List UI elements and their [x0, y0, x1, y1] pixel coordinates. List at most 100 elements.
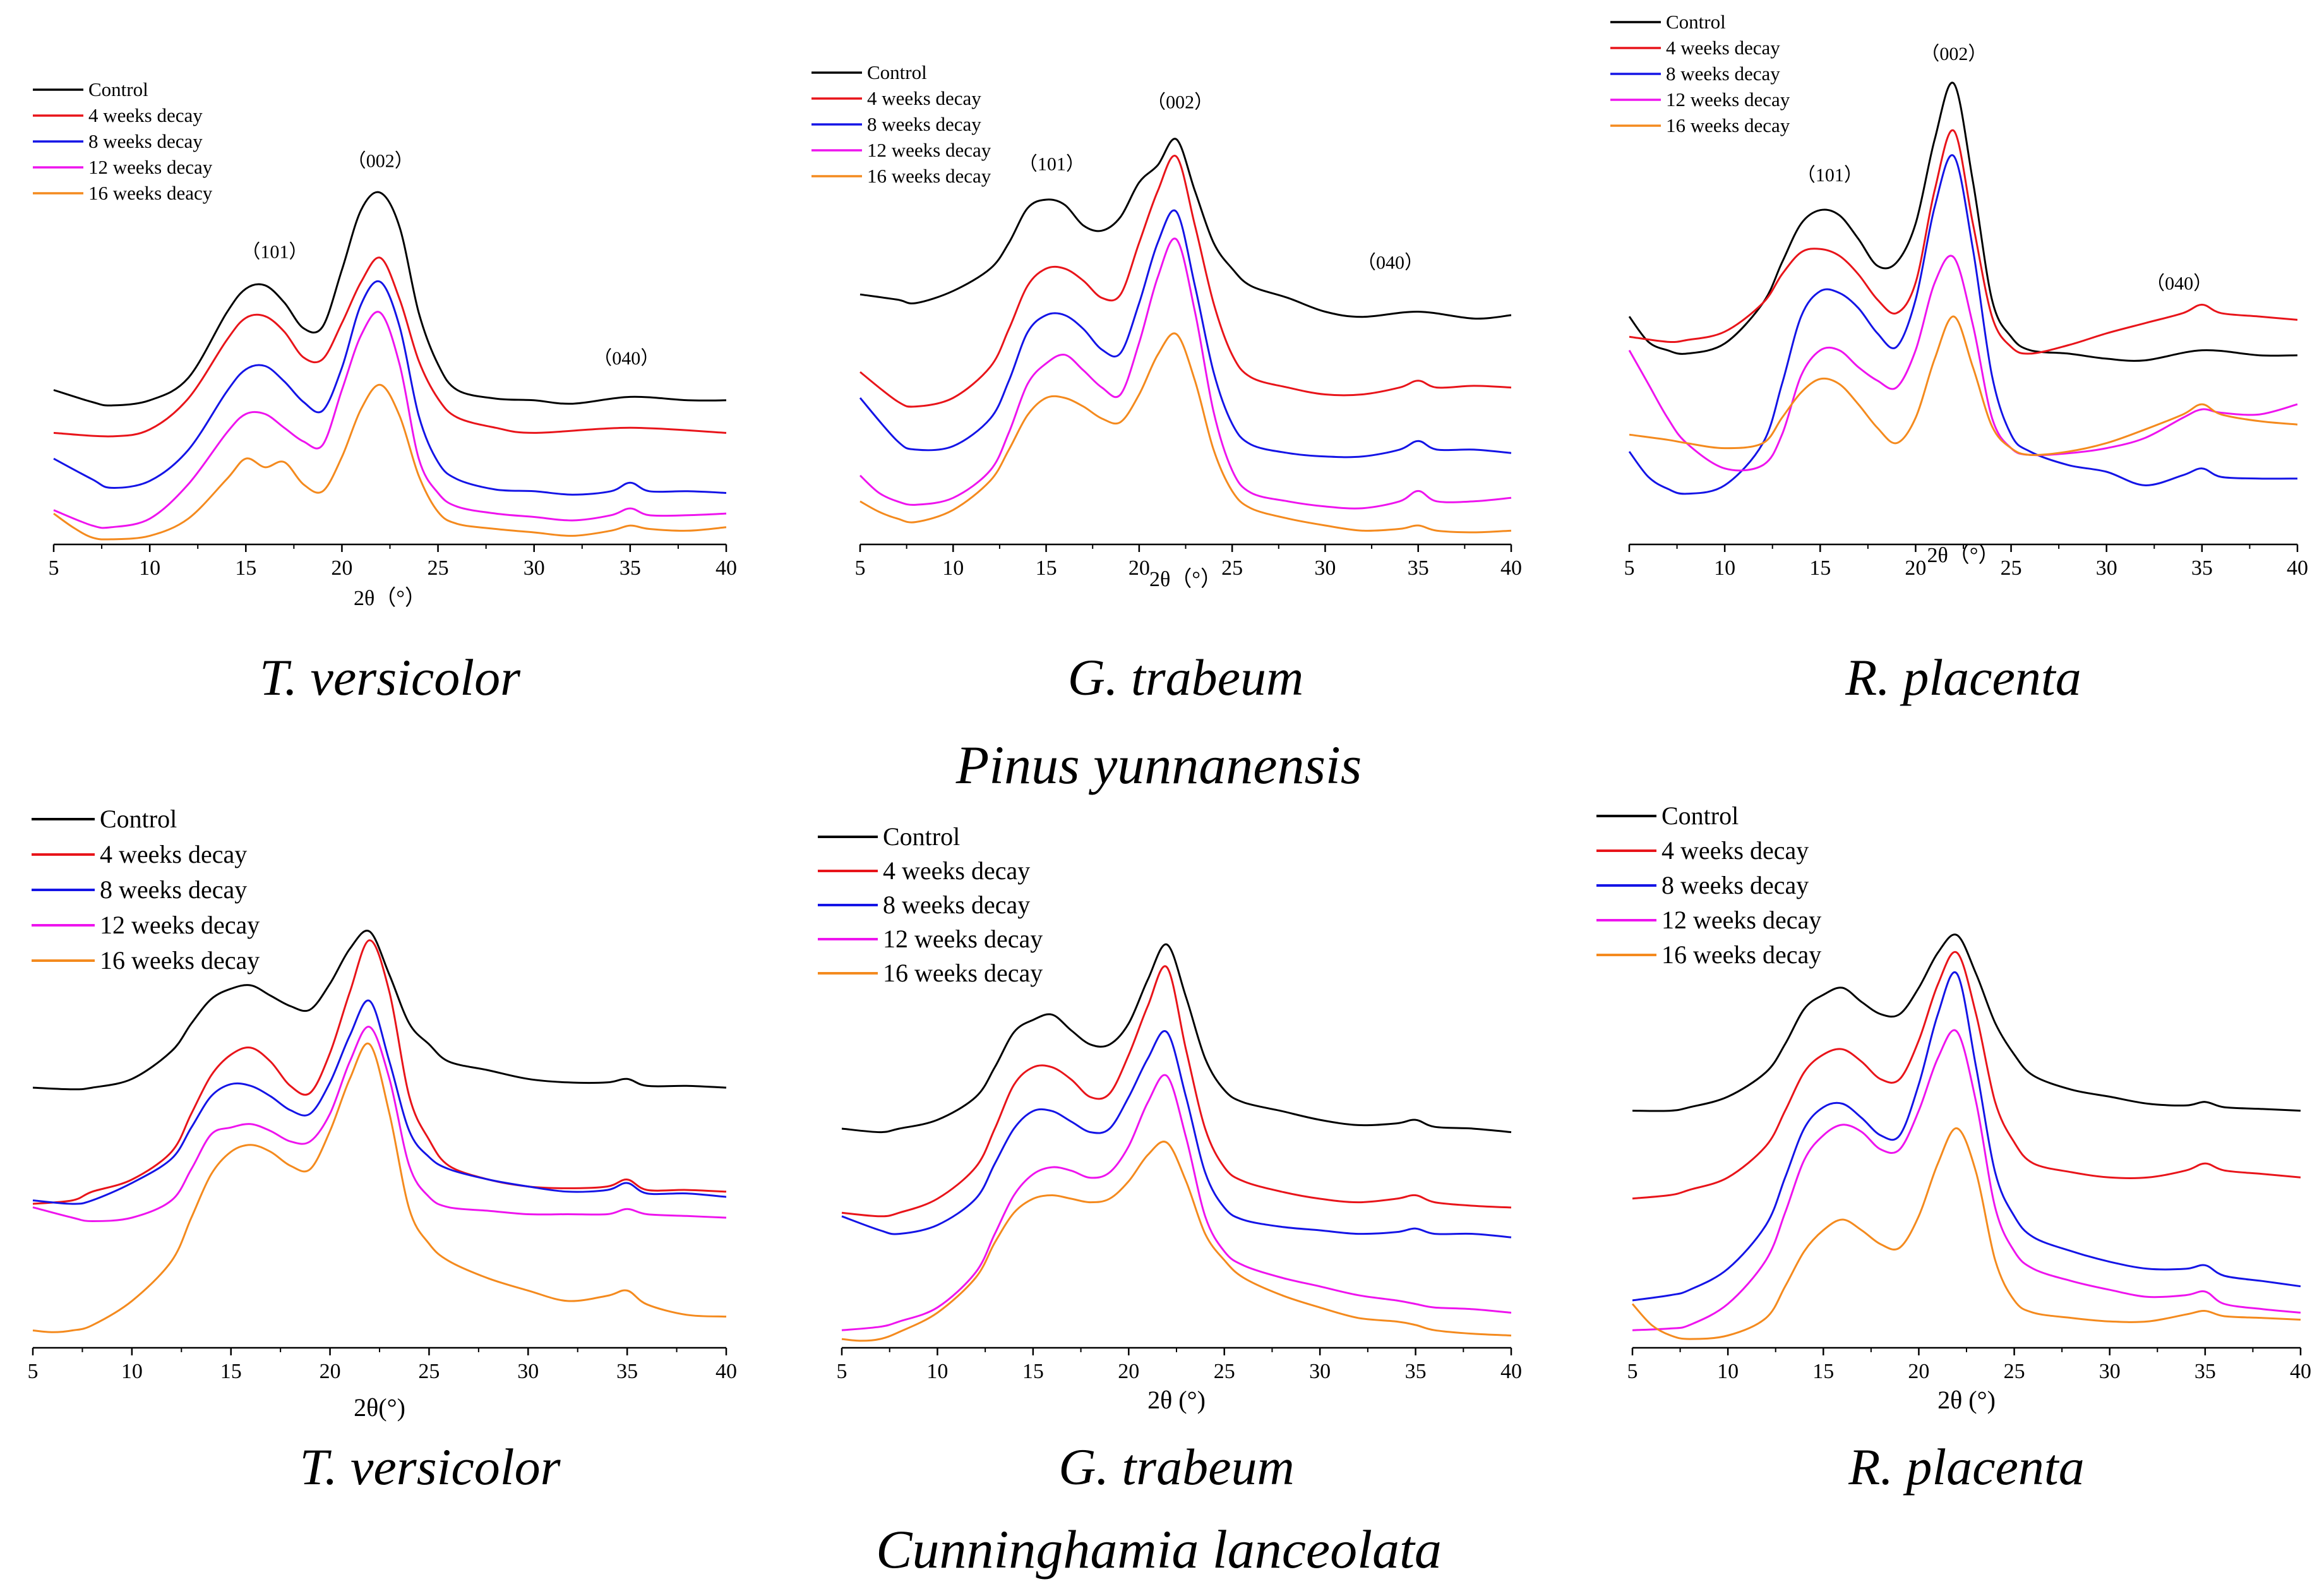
legend-label: Control	[1661, 801, 1739, 830]
legend-label: Control	[867, 61, 927, 83]
panel-pinus-t-versicolor: 5 10 15 20 25 30 35 40 2θ（°） （101） （002） （040） Contr…	[33, 78, 737, 706]
x-tick-label: 25	[418, 1360, 440, 1383]
x-axis-label: 2θ（°）	[354, 586, 426, 610]
series-line	[841, 1074, 1512, 1331]
panel-title: R. placenta	[1845, 649, 2081, 706]
panel-title: T. versicolor	[260, 649, 521, 706]
series-line	[1628, 255, 2298, 472]
series-line	[1628, 154, 2298, 495]
x-axis-label: 2θ（°）	[1149, 567, 1222, 591]
x-tick-label: 15	[1022, 1360, 1044, 1383]
panel-title: R. placenta	[1848, 1438, 2084, 1496]
series-line	[859, 155, 1512, 408]
x-tick-label: 5	[855, 556, 866, 580]
panel-pinus-g-trabeum: 5 10 15 20 25 30 35 40 2θ（°） （101） （002） （040） Contr…	[811, 61, 1522, 706]
series-line	[1632, 971, 2301, 1302]
x-tick-label: 10	[1717, 1360, 1739, 1383]
x-tick-label: 10	[942, 556, 964, 580]
x-tick-label: 15	[220, 1360, 242, 1383]
x-tick-label: 40	[715, 1360, 737, 1383]
legend-label: 12 weeks decay	[883, 925, 1043, 953]
x-tick-label: 5	[28, 1360, 39, 1383]
series-line	[859, 332, 1512, 534]
x-tick-label: 30	[1314, 556, 1336, 580]
panel-title: T. versicolor	[299, 1438, 561, 1496]
legend-label: 16 weeks decay	[1661, 940, 1821, 969]
x-tick-label: 40	[2287, 556, 2308, 580]
legend-label: 4 weeks decay	[100, 840, 247, 868]
legend-label: Control	[100, 805, 177, 833]
x-tick-label: 30	[1309, 1360, 1331, 1383]
legend-label: 4 weeks decay	[883, 856, 1030, 885]
x-tick-label: 35	[1405, 1360, 1427, 1383]
series-line	[1632, 951, 2301, 1200]
peak-annotation: （002）	[347, 150, 414, 171]
x-tick-label: 30	[517, 1360, 539, 1383]
x-tick-label: 25	[2004, 1360, 2025, 1383]
x-tick-label: 35	[1408, 556, 1429, 580]
x-tick-label: 30	[524, 556, 545, 580]
x-tick-label: 40	[1500, 556, 1522, 580]
panel-cunninghamia-g-trabeum: 5 10 15 20 25 30 35 40 2θ (°) Control 4 weeks deca…	[818, 822, 1522, 1496]
legend-label: Control	[88, 78, 148, 100]
panel-cunninghamia-r-placenta: 5 10 15 20 25 30 35 40 2θ (°) Control 4 weeks deca…	[1596, 801, 2311, 1496]
x-tick-label: 20	[1908, 1360, 1929, 1383]
x-tick-label: 25	[2001, 556, 2022, 580]
peak-annotation: （101）	[1019, 154, 1085, 175]
series-line	[32, 999, 727, 1205]
series-line	[1629, 129, 2298, 355]
legend-label: 16 weeks decay	[883, 959, 1043, 987]
legend-label: 8 weeks decay	[88, 130, 203, 152]
x-tick-label: 40	[2290, 1360, 2311, 1383]
legend-label: 16 weeks deacy	[88, 182, 213, 204]
peak-annotation: （101）	[241, 241, 308, 262]
x-tick-label: 5	[1624, 556, 1635, 580]
legend-label: 12 weeks decay	[1661, 906, 1821, 934]
legend-label: 4 weeks decay	[867, 87, 981, 109]
panel-title: G. trabeum	[1058, 1438, 1295, 1496]
series-line	[841, 965, 1512, 1218]
legend-label: 12 weeks decay	[1666, 88, 1790, 111]
series-line	[859, 209, 1512, 459]
legend-label: 16 weeks decay	[867, 165, 991, 187]
x-tick-label: 35	[2194, 1360, 2216, 1383]
peak-annotation: （040）	[2146, 273, 2212, 294]
series-line	[1632, 1029, 2301, 1331]
x-tick-label: 25	[428, 556, 449, 580]
legend-label: 16 weeks decay	[1666, 114, 1790, 136]
x-tick-label: 10	[139, 556, 160, 580]
x-tick-label: 40	[1500, 1360, 1522, 1383]
peak-annotation: （040）	[593, 348, 659, 369]
species-label-pinus: Pinus yunnanensis	[955, 735, 1362, 795]
peak-annotation: （040）	[1357, 252, 1423, 273]
x-tick-label: 5	[49, 556, 59, 580]
legend-label: 8 weeks decay	[100, 875, 247, 904]
x-tick-label: 30	[2096, 556, 2117, 580]
legend-label: Control	[883, 822, 960, 851]
series-line	[1631, 1127, 2301, 1340]
series-line	[53, 383, 727, 541]
legend-label: 16 weeks decay	[100, 946, 260, 975]
series-line	[1629, 315, 2298, 456]
x-tick-label: 15	[1036, 556, 1057, 580]
x-tick-label: 30	[2099, 1360, 2121, 1383]
series-line	[53, 191, 727, 407]
species-label-cunninghamia: Cunninghamia lanceolata	[876, 1519, 1442, 1580]
x-tick-label: 10	[121, 1360, 143, 1383]
series-line	[1628, 81, 2298, 362]
legend-label: 4 weeks decay	[88, 104, 203, 126]
series-line	[53, 256, 727, 438]
legend-label: 8 weeks decay	[867, 113, 981, 135]
legend-label: 8 weeks decay	[883, 891, 1030, 919]
legend-label: 4 weeks decay	[1661, 836, 1809, 865]
x-tick-label: 15	[1812, 1360, 1834, 1383]
x-tick-label: 15	[1809, 556, 1831, 580]
x-tick-label: 35	[616, 1360, 638, 1383]
x-tick-label: 25	[1214, 1360, 1235, 1383]
x-tick-label: 20	[1905, 556, 1926, 580]
legend-label: 12 weeks decay	[867, 139, 991, 161]
legend-label: Control	[1666, 11, 1726, 33]
legend-label: 8 weeks decay	[1666, 63, 1780, 85]
series-line	[841, 1029, 1512, 1239]
x-axis-label: 2θ(°)	[354, 1393, 405, 1422]
